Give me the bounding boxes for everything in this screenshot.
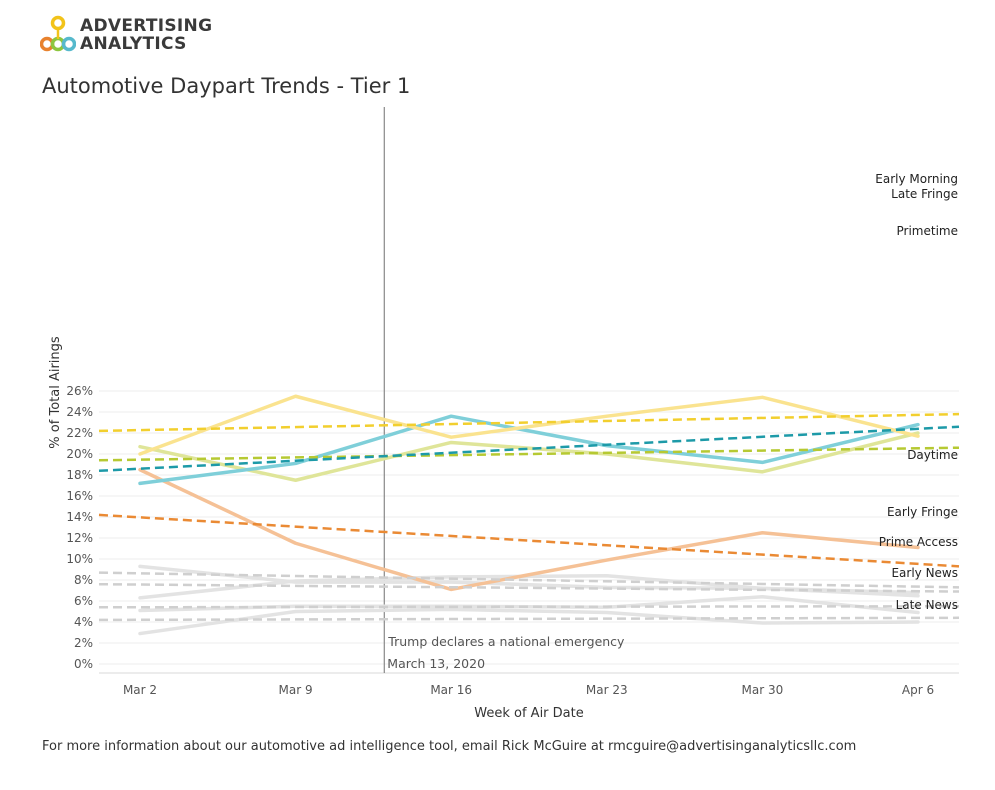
trend-line-daytime <box>98 513 960 568</box>
x-tick-label: Mar 9 <box>279 683 313 697</box>
y-tick-label: 0% <box>74 657 93 671</box>
series-label-early-fringe: Early Fringe <box>887 505 958 519</box>
y-tick-label: 26% <box>66 384 93 398</box>
series-line-late-news <box>138 607 920 636</box>
series-label-primetime: Primetime <box>897 224 958 238</box>
trend-line-late-fringe <box>98 425 960 473</box>
series-label-late-fringe: Late Fringe <box>891 187 958 201</box>
y-tick-label: 12% <box>66 531 93 545</box>
logo-text-line2: ANALYTICS <box>80 34 187 54</box>
trend-line-early-fringe <box>98 571 960 589</box>
series-line-primetime <box>138 431 920 482</box>
trend-line-early-news <box>98 605 960 609</box>
trend-line-primetime <box>98 446 960 462</box>
y-axis-title: % of Total Airings <box>48 336 63 449</box>
chart-title: Automotive Daypart Trends - Tier 1 <box>42 74 411 98</box>
annotation-date: March 13, 2020 <box>387 656 485 671</box>
series-label-daytime: Daytime <box>907 448 958 462</box>
series-line-late-fringe <box>138 414 920 486</box>
series-label-early-morning: Early Morning <box>875 172 958 186</box>
x-tick-label: Mar 16 <box>430 683 472 697</box>
line-chart: 0% 2% 4% 6% 8% 10% 12% 14% 16% 18% 20% 22% 24% 26% Mar… <box>48 107 960 721</box>
y-tick-label: 2% <box>74 636 93 650</box>
x-tick-label: Mar 2 <box>123 683 157 697</box>
logo-icon <box>40 15 76 52</box>
y-tick-label: 8% <box>74 573 93 587</box>
y-tick-label: 14% <box>66 510 93 524</box>
footer-contact-text: For more information about our automotiv… <box>42 739 857 754</box>
logo: ADVERTISING ANALYTICS <box>40 14 240 54</box>
x-axis-title: Week of Air Date <box>474 706 583 721</box>
series-label-late-news: Late News <box>896 598 958 612</box>
y-tick-label: 18% <box>66 468 93 482</box>
trend-line-early-morning <box>98 412 960 433</box>
y-tick-label: 16% <box>66 489 93 503</box>
trend-line-prime-access <box>98 582 960 593</box>
y-tick-label: 20% <box>66 447 93 461</box>
y-tick-label: 10% <box>66 552 93 566</box>
x-tick-label: Mar 23 <box>586 683 628 697</box>
x-tick-label: Apr 6 <box>902 683 934 697</box>
y-tick-label: 24% <box>66 405 93 419</box>
series-line-daytime <box>138 468 920 592</box>
trend-line-late-news <box>98 616 960 622</box>
y-tick-label: 22% <box>66 426 93 440</box>
series-line-early-morning <box>138 394 920 456</box>
series-label-early-news: Early News <box>891 566 958 580</box>
y-tick-label: 6% <box>74 594 93 608</box>
y-tick-label: 4% <box>74 615 93 629</box>
series-label-prime-access: Prime Access <box>879 535 958 549</box>
logo-text-line1: ADVERTISING <box>80 16 213 36</box>
annotation-text: Trump declares a national emergency <box>387 634 625 649</box>
x-tick-label: Mar 30 <box>742 683 784 697</box>
